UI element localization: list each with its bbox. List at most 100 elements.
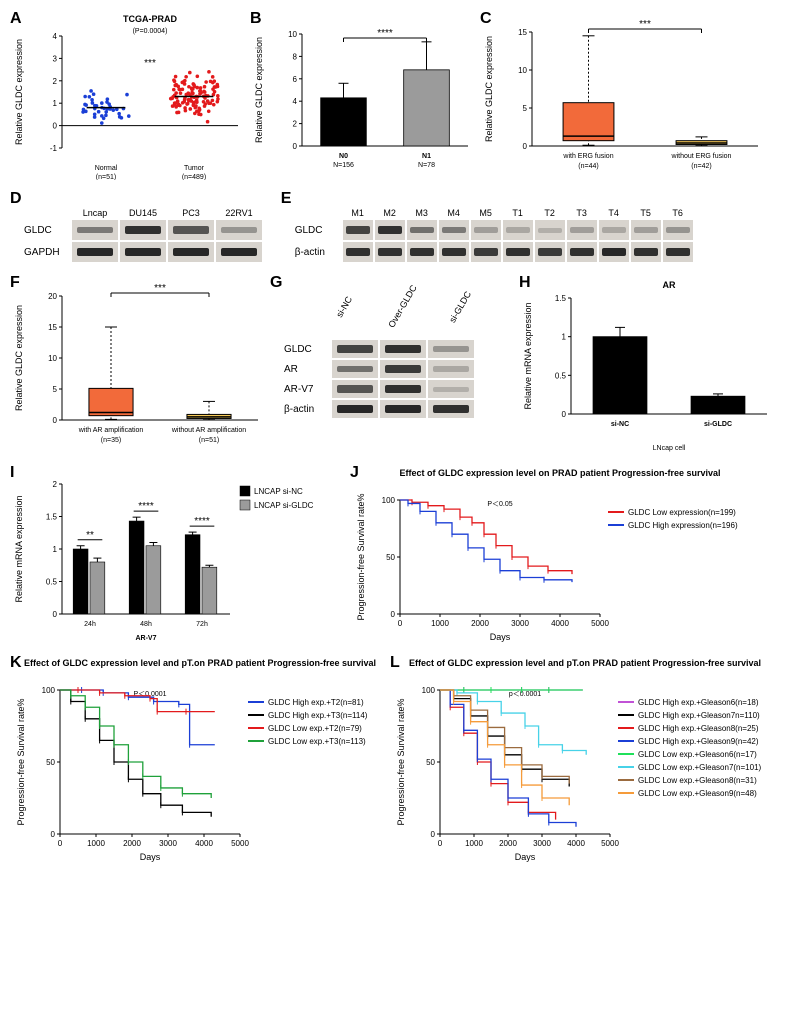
band xyxy=(346,226,370,234)
svg-text:2: 2 xyxy=(293,120,298,129)
svg-text:(n=51): (n=51) xyxy=(96,174,116,180)
data-point xyxy=(211,99,215,103)
band-cell xyxy=(120,220,166,240)
lane-headers: si-NCOver-GLDCsi-GLDC xyxy=(332,292,519,338)
svg-text:4000: 4000 xyxy=(195,839,213,848)
svg-text:Relative GLDC expression: Relative GLDC expression xyxy=(14,39,24,145)
svg-text:si-NC: si-NC xyxy=(611,421,629,428)
band xyxy=(666,227,690,233)
svg-text:****: **** xyxy=(138,501,154,512)
svg-text:****: **** xyxy=(377,28,393,39)
data-point xyxy=(199,89,203,93)
band xyxy=(221,227,258,233)
bar xyxy=(691,396,745,414)
lane-header: T3 xyxy=(567,208,597,218)
band-cell xyxy=(375,220,405,240)
band xyxy=(378,226,402,235)
panel-label: J xyxy=(350,464,359,482)
band-cell xyxy=(663,220,693,240)
panel-label: D xyxy=(10,190,22,208)
lane-header: DU145 xyxy=(120,208,166,218)
svg-text:***: *** xyxy=(144,58,156,69)
data-point xyxy=(100,114,104,118)
svg-text:5000: 5000 xyxy=(601,839,619,848)
data-point xyxy=(212,103,216,107)
data-point xyxy=(211,75,215,79)
band-cell xyxy=(380,340,426,358)
panel-I: 00.511.52Relative mRNA expression**24h**… xyxy=(10,464,350,644)
svg-text:AR: AR xyxy=(663,280,676,290)
band xyxy=(442,227,466,234)
panel-label: L xyxy=(390,654,400,672)
svg-text:with AR amplification: with AR amplification xyxy=(78,427,144,434)
bar xyxy=(202,567,217,614)
svg-text:-1: -1 xyxy=(50,144,58,153)
svg-text:20: 20 xyxy=(48,292,57,301)
band xyxy=(538,228,562,233)
band-cell xyxy=(168,242,214,262)
blot-row: AR xyxy=(284,360,519,378)
svg-text:50: 50 xyxy=(426,758,435,767)
data-point xyxy=(207,70,211,74)
band xyxy=(506,248,530,257)
band-cell xyxy=(380,380,426,398)
panel-label: E xyxy=(281,190,292,208)
data-point xyxy=(111,108,115,112)
bar xyxy=(146,546,161,614)
band xyxy=(337,385,374,393)
panel-title: TCGA-PRAD xyxy=(123,14,177,24)
svg-text:Days: Days xyxy=(515,852,536,862)
data-point xyxy=(100,101,104,105)
svg-text:GLDC High exp.+Gleason6(n=18): GLDC High exp.+Gleason6(n=18) xyxy=(638,698,759,707)
data-point xyxy=(173,79,177,83)
band xyxy=(634,227,658,233)
svg-text:(n=51): (n=51) xyxy=(199,437,219,444)
panel-label: H xyxy=(519,274,531,292)
band xyxy=(442,248,466,257)
band xyxy=(125,226,162,235)
svg-text:6: 6 xyxy=(293,75,298,84)
survival-curve xyxy=(400,500,572,582)
band xyxy=(77,248,114,257)
band xyxy=(173,226,210,234)
svg-text:**: ** xyxy=(86,530,94,541)
band-cell xyxy=(375,242,405,262)
panel-E: EM1M2M3M4M5T1T2T3T4T5T6GLDCβ-actin xyxy=(281,190,779,264)
blot-row-label: GLDC xyxy=(24,225,72,236)
band xyxy=(602,227,626,232)
svg-text:Effect of GLDC expression leve: Effect of GLDC expression level and pT.o… xyxy=(409,658,761,668)
data-point xyxy=(193,106,197,110)
data-point xyxy=(177,87,181,91)
blot-lanes xyxy=(332,360,474,378)
svg-text:1.5: 1.5 xyxy=(555,294,567,303)
band-cell xyxy=(332,340,378,358)
svg-text:(n=44): (n=44) xyxy=(578,163,598,170)
box-chart: 051015Relative GLDC expressionwith ERG f… xyxy=(480,10,770,180)
data-point xyxy=(100,121,104,125)
data-point xyxy=(189,107,193,111)
svg-text:5000: 5000 xyxy=(231,839,249,848)
data-point xyxy=(213,85,217,89)
data-point xyxy=(191,92,195,96)
blot-lanes xyxy=(343,242,693,262)
band-cell xyxy=(439,220,469,240)
data-point xyxy=(187,98,191,102)
panel-label: C xyxy=(480,10,492,28)
svg-text:GLDC High exp.+Gleason9(n=42): GLDC High exp.+Gleason9(n=42) xyxy=(638,737,759,746)
svg-text:0: 0 xyxy=(562,410,567,419)
data-point xyxy=(125,93,129,97)
svg-text:50: 50 xyxy=(46,758,55,767)
svg-text:(n=42): (n=42) xyxy=(691,163,711,170)
data-point xyxy=(177,111,181,115)
band xyxy=(410,248,434,257)
band xyxy=(433,405,470,414)
data-point xyxy=(117,112,121,116)
lane-header: T5 xyxy=(631,208,661,218)
svg-text:GLDC High exp.+Gleason7n=110): GLDC High exp.+Gleason7n=110) xyxy=(638,711,760,720)
svg-text:GLDC Low exp.+Gleason7(n=101): GLDC Low exp.+Gleason7(n=101) xyxy=(638,763,762,772)
survival-curve xyxy=(60,690,211,798)
data-point xyxy=(173,101,177,105)
survival-chart: 050100010002000300040005000DaysProgressi… xyxy=(390,654,780,864)
svg-text:Progression-free Survival rate: Progression-free Survival rate% xyxy=(396,698,406,825)
bar-chart: 0246810Relative GLDC expressionN0N=156N1… xyxy=(250,10,480,180)
